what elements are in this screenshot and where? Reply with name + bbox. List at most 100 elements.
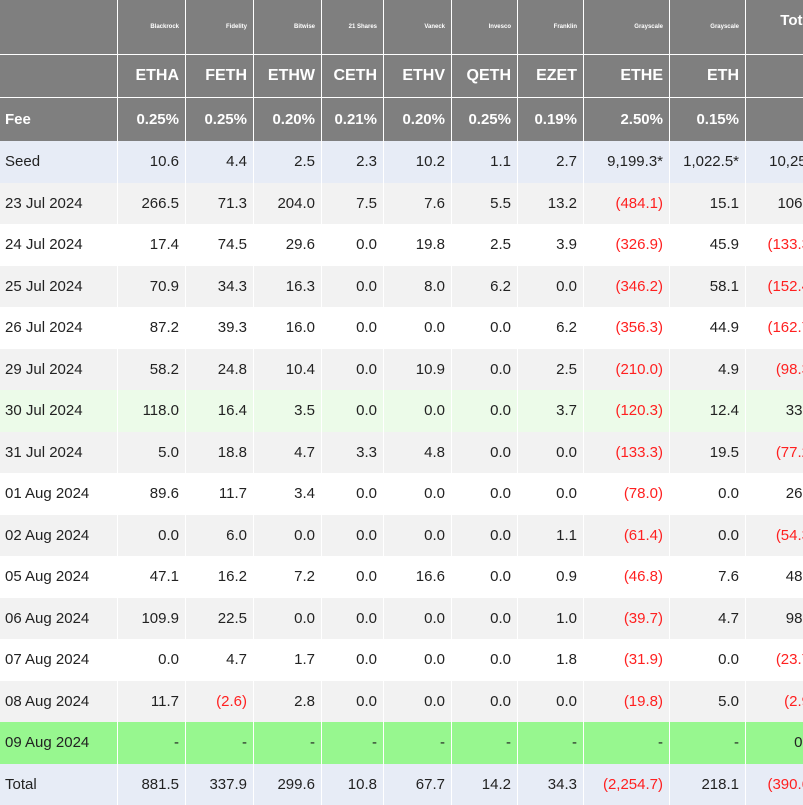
flow-value-cell: 2.7 [518, 141, 584, 183]
flow-value-cell: 1.0 [518, 598, 584, 640]
flow-value-cell: 10.4 [254, 349, 322, 391]
flow-value-cell: 0.0 [452, 473, 518, 515]
flow-value-cell: (61.4) [584, 515, 670, 557]
flow-value-cell: (356.3) [584, 307, 670, 349]
flow-value-cell: 3.7 [518, 390, 584, 432]
row-label-cell: 31 Jul 2024 [0, 432, 118, 474]
flow-value-cell: 2.5 [452, 224, 518, 266]
flow-value-cell: 0.0 [322, 639, 384, 681]
flow-value-cell: 3.3 [322, 432, 384, 474]
row-total-cell: 106.6 [746, 183, 803, 225]
flow-value-cell: 1.8 [518, 639, 584, 681]
issuer-name-cell: Invesco [452, 0, 518, 55]
flow-value-cell: 0.0 [384, 515, 452, 557]
flow-value-cell: 16.6 [384, 556, 452, 598]
flow-value-cell: (133.3) [584, 432, 670, 474]
flow-value-cell: 7.6 [384, 183, 452, 225]
ticker-cell: ETHA [118, 55, 186, 98]
flow-value-cell: 16.3 [254, 266, 322, 308]
flow-value-cell: 9,199.3* [584, 141, 670, 183]
flow-value-cell: 14.2 [452, 764, 518, 805]
flow-value-cell: 58.1 [670, 266, 746, 308]
row-label-cell: 23 Jul 2024 [0, 183, 118, 225]
flow-value-cell: 0.0 [670, 473, 746, 515]
flow-value-cell: (19.8) [584, 681, 670, 723]
flow-value-cell: 34.3 [186, 266, 254, 308]
flow-value-cell: 12.4 [670, 390, 746, 432]
flow-value-cell: 0.0 [322, 598, 384, 640]
flow-value-cell: 204.0 [254, 183, 322, 225]
issuer-name-cell: Fidelity [186, 0, 254, 55]
row-label-cell: 06 Aug 2024 [0, 598, 118, 640]
flow-value-cell: 0.0 [384, 639, 452, 681]
flow-value-cell: (46.8) [584, 556, 670, 598]
row-total-cell: (390.6) [746, 764, 803, 805]
flow-value-cell: 0.0 [452, 432, 518, 474]
ticker-cell: CETH [322, 55, 384, 98]
flow-value-cell: 15.1 [670, 183, 746, 225]
row-label-cell: 29 Jul 2024 [0, 349, 118, 391]
row-label-cell: 26 Jul 2024 [0, 307, 118, 349]
flow-value-cell: 5.5 [452, 183, 518, 225]
flow-value-cell: 4.7 [670, 598, 746, 640]
flow-value-cell: 0.0 [518, 266, 584, 308]
row-label-cell: 24 Jul 2024 [0, 224, 118, 266]
fee-label: Fee [0, 98, 118, 141]
flow-value-cell: 0.0 [322, 307, 384, 349]
flow-value-cell: 0.0 [452, 515, 518, 557]
ticker-cell: QETH [452, 55, 518, 98]
ticker-cell: ETH [670, 55, 746, 98]
flow-value-cell: (39.7) [584, 598, 670, 640]
flow-value-cell: 44.9 [670, 307, 746, 349]
flow-value-cell: 0.0 [384, 598, 452, 640]
flow-value-cell: 47.1 [118, 556, 186, 598]
flow-value-cell: 2.5 [254, 141, 322, 183]
flow-value-cell: - [322, 722, 384, 764]
flow-value-cell: 0.0 [322, 681, 384, 723]
flow-value-cell: 0.0 [322, 266, 384, 308]
flow-value-cell: 7.6 [670, 556, 746, 598]
flow-value-cell: 4.8 [384, 432, 452, 474]
row-total-cell: 48.8 [746, 556, 803, 598]
flow-value-cell: 8.0 [384, 266, 452, 308]
flow-value-cell: 4.9 [670, 349, 746, 391]
flow-value-cell: 70.9 [118, 266, 186, 308]
row-label-cell: 02 Aug 2024 [0, 515, 118, 557]
flow-value-cell: 11.7 [186, 473, 254, 515]
flow-value-cell: 89.6 [118, 473, 186, 515]
flow-value-cell: 0.0 [452, 681, 518, 723]
flow-value-cell: (346.2) [584, 266, 670, 308]
issuer-header-row: Blackrock Fidelity Bitwise 21 Shares Van… [0, 0, 803, 55]
flow-value-cell: 67.7 [384, 764, 452, 805]
row-total-cell: (2.9) [746, 681, 803, 723]
flow-value-cell: 118.0 [118, 390, 186, 432]
row-total-cell: (23.7) [746, 639, 803, 681]
row-total-cell: 26.7 [746, 473, 803, 515]
flow-value-cell: 0.0 [118, 639, 186, 681]
flow-value-cell: 0.0 [518, 473, 584, 515]
flow-value-cell: 6.0 [186, 515, 254, 557]
flow-value-cell: 0.0 [384, 390, 452, 432]
flow-value-cell: 0.0 [452, 556, 518, 598]
flow-value-cell: 1.7 [254, 639, 322, 681]
flow-value-cell: 10.8 [322, 764, 384, 805]
flow-value-cell: 0.0 [452, 307, 518, 349]
flow-value-cell: 10.9 [384, 349, 452, 391]
flow-value-cell: 4.7 [254, 432, 322, 474]
flow-value-cell: 0.0 [670, 515, 746, 557]
ticker-cell: ETHV [384, 55, 452, 98]
flow-value-cell: - [118, 722, 186, 764]
flow-value-cell: (120.3) [584, 390, 670, 432]
fee-cell: 0.20% [254, 98, 322, 141]
ticker-corner-cell [0, 55, 118, 98]
flow-value-cell: 13.2 [518, 183, 584, 225]
row-total-cell: (133.3) [746, 224, 803, 266]
